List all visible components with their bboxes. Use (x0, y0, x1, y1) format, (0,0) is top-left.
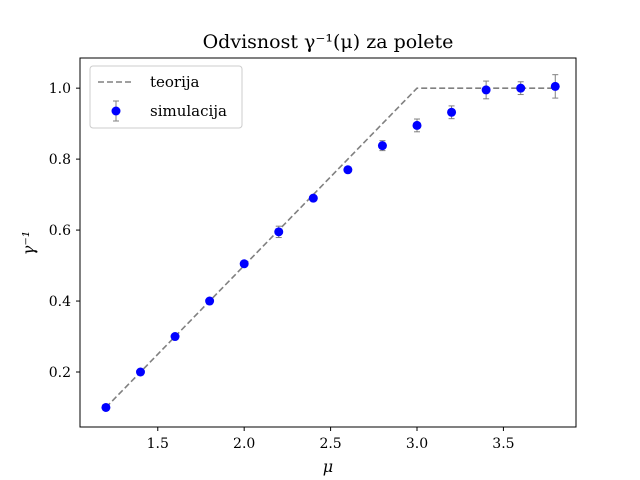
simulacija-point (481, 80, 491, 100)
simulacija-point (239, 259, 249, 269)
simulacija-point (170, 332, 180, 342)
x-axis-label: μ (323, 457, 333, 476)
data-marker (550, 81, 560, 91)
y-tick-label: 1.0 (49, 81, 71, 97)
data-marker (447, 107, 457, 117)
data-marker (101, 402, 111, 412)
y-axis: 0.2 0.4 0.6 0.8 1.0 (49, 81, 80, 381)
legend-marker (111, 106, 121, 116)
simulacija-point (412, 118, 422, 133)
simulacija-point (135, 367, 145, 377)
simulacija-point (343, 165, 353, 175)
y-tick-label: 0.2 (49, 365, 71, 381)
x-tick-label: 3.0 (406, 436, 428, 452)
simulacija-point (377, 140, 387, 152)
legend-simulacija-label: simulacija (150, 102, 227, 120)
y-tick-label: 0.8 (49, 152, 71, 168)
plot-layer (101, 74, 560, 412)
simulacija-point (447, 105, 457, 120)
simulacija-point (205, 296, 215, 306)
data-marker (170, 332, 180, 342)
simulacija-point (308, 193, 318, 203)
data-marker (516, 83, 526, 93)
y-tick-label: 0.6 (49, 223, 71, 239)
legend-simulacija-swatch (111, 100, 121, 122)
x-tick-label: 2.0 (233, 436, 255, 452)
legend-teorija-label: teorija (150, 73, 200, 91)
data-marker (239, 259, 249, 269)
simulacija-point (516, 81, 526, 96)
simulacija-point (550, 74, 560, 99)
simulacija-point (101, 402, 111, 412)
data-marker (377, 141, 387, 151)
y-tick-label: 0.4 (49, 294, 71, 310)
chart-title: Odvisnost γ⁻¹(μ) za polete (203, 31, 454, 53)
x-axis: 1.5 2.0 2.5 3.0 3.5 (147, 427, 515, 452)
x-tick-label: 1.5 (147, 436, 169, 452)
data-marker (308, 193, 318, 203)
data-marker (274, 227, 284, 237)
data-marker (205, 296, 215, 306)
data-marker (135, 367, 145, 377)
data-marker (412, 120, 422, 130)
legend: teorija simulacija (89, 65, 243, 129)
x-tick-label: 2.5 (319, 436, 341, 452)
data-marker (343, 165, 353, 175)
simulacija-point (274, 225, 284, 239)
y-axis-label: γ⁻¹ (19, 231, 38, 255)
x-tick-label: 3.5 (492, 436, 514, 452)
data-marker (481, 85, 491, 95)
